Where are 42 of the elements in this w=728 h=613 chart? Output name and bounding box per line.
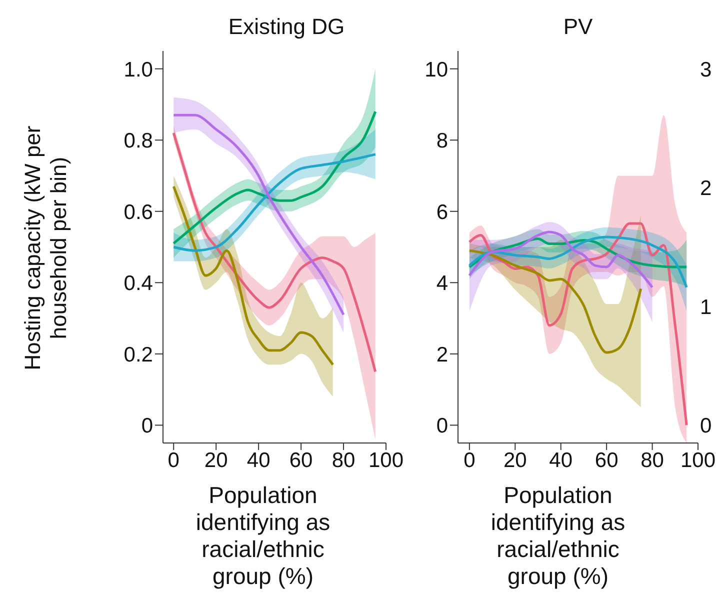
x-tick-label: 100 [680, 448, 716, 472]
line-series [172, 132, 377, 373]
y-tick-label: 8 [436, 130, 448, 153]
line-series [172, 114, 345, 316]
x-tick-label: 60 [594, 448, 618, 472]
y-tick-label: 10 [424, 58, 448, 82]
line-series [172, 185, 334, 366]
y-tick-label: 4 [436, 272, 448, 296]
y-axis-title: Hosting capacity (kW per household per bin) [20, 124, 72, 372]
y2-tick-label: 2 [700, 177, 712, 200]
y-tick-label: 0 [436, 414, 448, 438]
line-series [468, 230, 654, 289]
x-tick-label: 40 [246, 448, 270, 472]
y-tick-label: 0.8 [124, 130, 153, 153]
line-series [172, 153, 377, 252]
y-tick-label: 6 [436, 200, 448, 224]
x-tick-label: 80 [332, 448, 356, 472]
y-tick-label: 2 [436, 343, 448, 366]
y-tick-label: 0.6 [124, 200, 153, 224]
x-tick-label: 20 [204, 448, 228, 472]
y2-tick-label: 0 [700, 414, 712, 438]
x-tick-label: 100 [368, 448, 404, 472]
y-tick-label: 0.2 [124, 343, 153, 366]
x-tick-label: 0 [168, 448, 180, 472]
line-series [468, 236, 688, 289]
chart-title: Existing DG [227, 14, 346, 40]
x-tick-label: 40 [549, 448, 573, 472]
x-tick-label: 60 [289, 448, 313, 472]
x-tick-label: 0 [464, 448, 476, 472]
line-series [468, 249, 642, 354]
y-tick-label: 0.4 [124, 272, 154, 296]
y-tick-label: 1.0 [124, 58, 153, 82]
chart-title: PV [562, 14, 594, 40]
x-axis-title: Population identifying as racial/ethnic group (%) [194, 482, 332, 590]
x-tick-label: 80 [640, 448, 664, 472]
x-axis-title: Population identifying as racial/ethnic group (%) [490, 482, 626, 590]
y2-tick-label: 1 [700, 296, 712, 319]
x-tick-label: 20 [503, 448, 527, 472]
line-series [172, 110, 377, 245]
line-series [468, 222, 688, 426]
y2-tick-label: 3 [700, 58, 712, 82]
y-tick-label: 0 [141, 414, 153, 438]
